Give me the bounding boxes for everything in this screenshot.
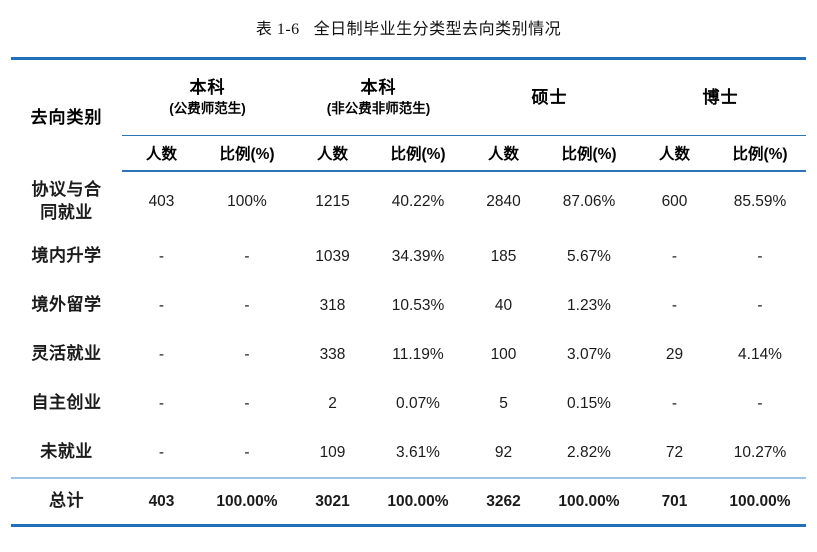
cell: 100.00% <box>543 477 635 526</box>
graduates-destination-table: 去向类别 本科 (公费师范生) 本科 (非公费非师范生) 硕士 博士 <box>11 57 806 527</box>
cell: 29 <box>665 345 684 363</box>
row-label: 协议与合同就业 <box>31 180 102 222</box>
subheader-count: 人数 <box>635 135 714 172</box>
column-group-doctor: 博士 <box>635 58 806 136</box>
cell: 0.07% <box>396 394 440 412</box>
cell: - <box>158 443 165 461</box>
cell: 85.59% <box>733 193 787 210</box>
cell: - <box>757 296 763 314</box>
cell: 10.27% <box>733 443 787 461</box>
cell: 100 <box>490 345 517 363</box>
cell: 3.07% <box>567 345 611 363</box>
table-row: 境内升学 - - 1039 34.39% 185 5.67% - - <box>11 232 806 281</box>
cell: 11.19% <box>392 345 444 363</box>
row-label: 总计 <box>11 477 122 526</box>
cell: - <box>671 247 678 265</box>
column-header-destination: 去向类别 <box>30 108 103 127</box>
cell: - <box>244 296 250 314</box>
table-row: 未就业 - - 109 3.61% 92 2.82% 72 10.27% <box>11 428 806 478</box>
subheader-count: 人数 <box>464 135 543 172</box>
cell: 0.15% <box>567 394 611 412</box>
table-row: 自主创业 - - 2 0.07% 5 0.15% - - <box>11 379 806 428</box>
cell: 109 <box>319 443 346 461</box>
group-title: 本科 <box>189 77 226 97</box>
cell: - <box>158 394 165 412</box>
subheader-ratio: 比例(%) <box>201 135 293 172</box>
cell: - <box>158 247 165 265</box>
cell: 40 <box>494 296 513 314</box>
column-group-master: 硕士 <box>464 58 635 136</box>
cell: 1215 <box>315 193 350 210</box>
subheader-count: 人数 <box>293 135 372 172</box>
cell: 403 <box>148 193 175 210</box>
cell: 2840 <box>486 193 521 210</box>
column-group-bachelor-funded: 本科 (公费师范生) <box>122 58 293 136</box>
cell: 3021 <box>293 477 372 526</box>
cell: 100.00% <box>201 477 293 526</box>
table-row: 协议与合同就业 403 100% 1215 40.22% 2840 87.06%… <box>11 171 806 232</box>
row-label: 境外留学 <box>31 295 102 315</box>
cell: - <box>671 296 678 314</box>
cell: - <box>158 345 165 363</box>
table-title-text: 全日制毕业生分类型去向类别情况 <box>313 21 562 38</box>
group-subtitle: (非公费非师范生) <box>326 100 431 116</box>
cell: 5 <box>499 394 508 412</box>
cell: 92 <box>494 443 513 461</box>
cell: - <box>244 345 250 363</box>
group-subtitle: (公费师范生) <box>169 100 246 116</box>
column-group-bachelor-nonfunded: 本科 (非公费非师范生) <box>293 58 464 136</box>
cell: - <box>671 394 678 412</box>
cell: 2 <box>328 394 337 412</box>
row-label: 灵活就业 <box>31 344 102 364</box>
cell: - <box>757 394 763 412</box>
group-title: 硕士 <box>531 87 568 107</box>
group-header-row: 去向类别 本科 (公费师范生) 本科 (非公费非师范生) 硕士 博士 <box>11 58 806 136</box>
cell: - <box>244 247 250 265</box>
cell: 3.61% <box>396 443 440 461</box>
row-label: 未就业 <box>40 442 93 462</box>
cell: 4.14% <box>738 345 782 363</box>
cell: 40.22% <box>391 193 445 210</box>
table-row: 灵活就业 - - 338 11.19% 100 3.07% 29 4.14% <box>11 330 806 379</box>
subheader-ratio: 比例(%) <box>714 135 806 172</box>
table-row: 境外留学 - - 318 10.53% 40 1.23% - - <box>11 281 806 330</box>
cell: 1.23% <box>567 296 611 314</box>
cell: 100% <box>227 193 267 210</box>
cell: 2.82% <box>567 443 611 461</box>
cell: 3262 <box>464 477 543 526</box>
cell: 34.39% <box>391 247 445 265</box>
subheader-ratio: 比例(%) <box>372 135 464 172</box>
table-caption: 表 1-6 全日制毕业生分类型去向类别情况 <box>0 0 817 42</box>
cell: 185 <box>490 247 517 265</box>
cell: - <box>757 247 763 265</box>
cell: 701 <box>635 477 714 526</box>
cell: 5.67% <box>567 247 611 265</box>
subheader-count: 人数 <box>122 135 201 172</box>
row-label: 境内升学 <box>31 246 102 266</box>
cell: 72 <box>665 443 684 461</box>
cell: 1039 <box>315 247 350 265</box>
group-title: 博士 <box>702 87 739 107</box>
cell: - <box>244 394 250 412</box>
group-title: 本科 <box>360 77 397 97</box>
cell: 100.00% <box>714 477 806 526</box>
cell: 403 <box>122 477 201 526</box>
cell: - <box>158 296 165 314</box>
subheader-ratio: 比例(%) <box>543 135 635 172</box>
total-row: 总计 403 100.00% 3021 100.00% 3262 100.00%… <box>11 477 806 526</box>
cell: - <box>244 443 250 461</box>
row-label: 自主创业 <box>31 393 102 413</box>
cell: 600 <box>661 193 688 210</box>
table-number: 表 1-6 <box>255 21 300 38</box>
cell: 100.00% <box>372 477 464 526</box>
cell: 87.06% <box>562 193 616 210</box>
cell: 338 <box>319 345 346 363</box>
cell: 318 <box>319 296 346 314</box>
sub-header-row: 人数 比例(%) 人数 比例(%) 人数 比例(%) 人数 比例(%) <box>11 135 806 172</box>
cell: 10.53% <box>391 296 445 314</box>
